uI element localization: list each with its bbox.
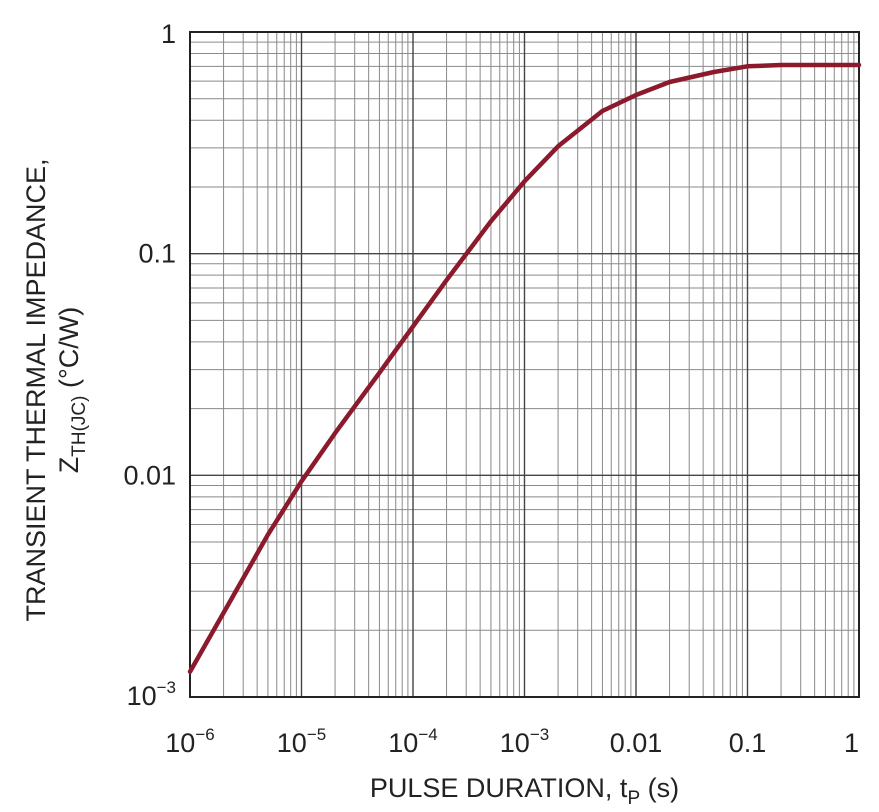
x-tick-label: 0.1 — [729, 728, 767, 758]
y-tick-label: 0.01 — [123, 460, 176, 490]
y-tick-label: 1 — [161, 19, 176, 49]
x-tick-label: 0.01 — [610, 728, 663, 758]
y-axis-title-unit: (°C/W) — [54, 307, 84, 396]
y-tick-label: 0.1 — [138, 239, 176, 269]
y-axis-title-line1: TRANSIENT THERMAL IMPEDANCE, — [21, 158, 51, 621]
series-line-1 — [187, 62, 862, 674]
y-tick-label: 10−3 — [127, 678, 176, 711]
x-tick-label: 10−4 — [388, 725, 437, 758]
y-axis-title: TRANSIENT THERMAL IMPEDANCE, ZTH(JC) (°C… — [21, 158, 90, 621]
x-tick-label: 1 — [844, 728, 859, 758]
x-axis-title-subscript: P — [627, 788, 640, 809]
y-axis-title-subscript: TH(JC) — [69, 396, 90, 457]
x-axis-title-tail: (s) — [640, 773, 679, 803]
y-axis-title-line2: ZTH(JC) (°C/W) — [54, 307, 90, 473]
x-tick-label: 10−6 — [165, 725, 214, 758]
x-tick-label: 10−5 — [277, 725, 326, 758]
x-axis-title: PULSE DURATION, tP (s) — [370, 773, 679, 809]
x-tick-label: 10−3 — [500, 725, 549, 758]
x-axis-title-main: PULSE DURATION, t — [370, 773, 628, 803]
y-axis-title-symbol: Z — [54, 457, 84, 474]
series-layer — [187, 62, 862, 674]
plot-frame — [189, 31, 860, 698]
x-tick-labels: 10−6 10−5 10−4 10−3 0.01 0.1 1 — [165, 725, 859, 758]
y-tick-labels: 10−3 0.01 0.1 1 — [123, 19, 176, 711]
